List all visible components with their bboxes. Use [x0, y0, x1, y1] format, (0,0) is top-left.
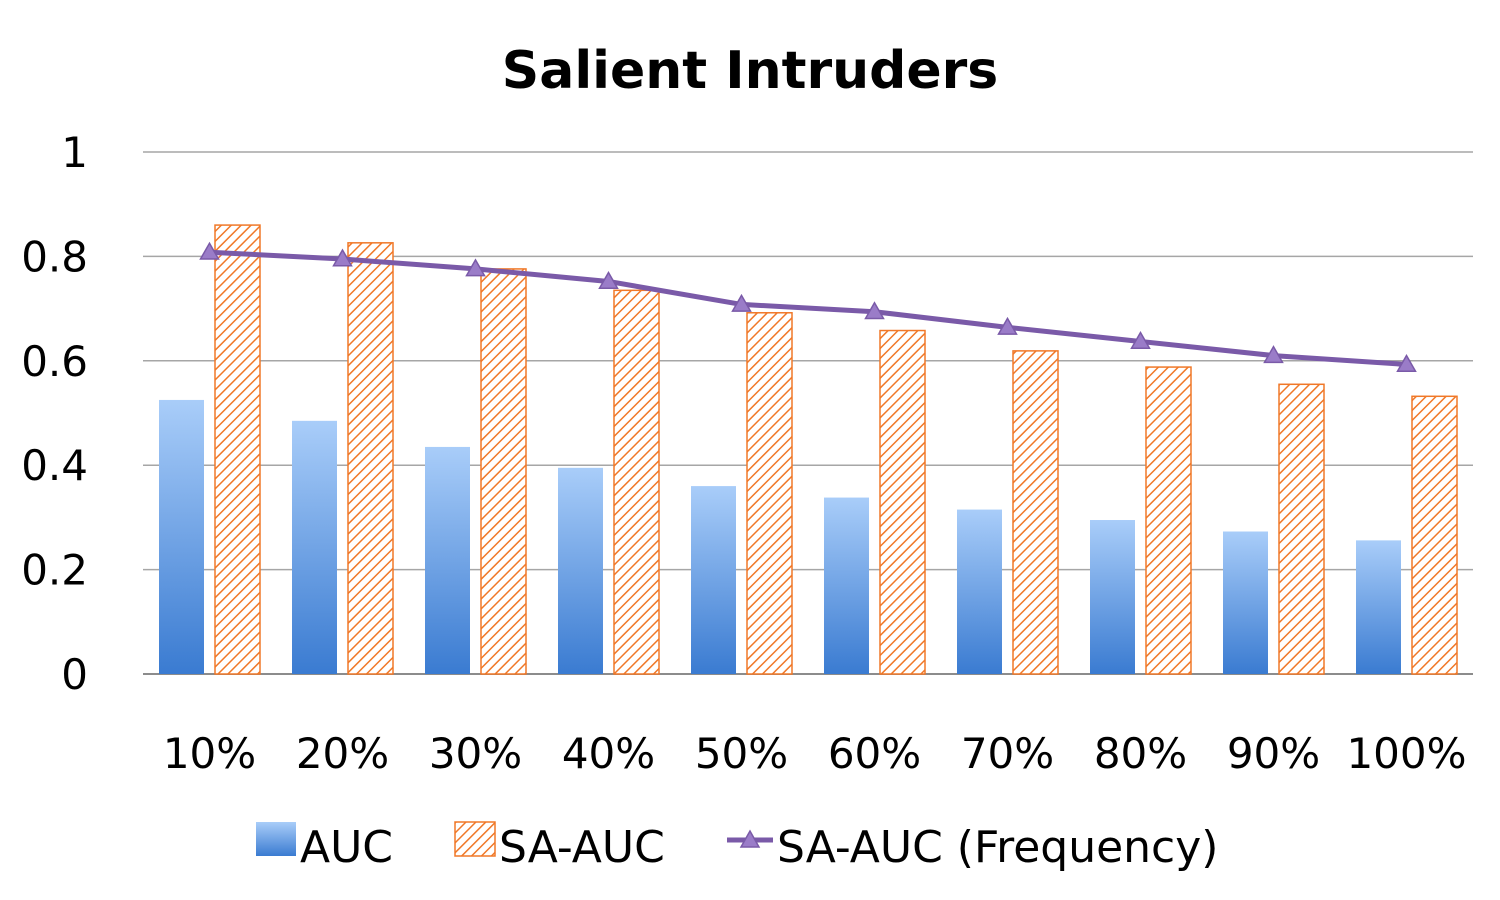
bar-sa-auc [1012, 350, 1059, 675]
bar-auc [957, 509, 1002, 674]
gridlines [143, 151, 1473, 675]
bar-sa-auc [613, 289, 660, 675]
bar-sa-auc [480, 268, 527, 675]
legend-label-auc: AUC [300, 822, 393, 873]
line-marker [332, 248, 353, 267]
frequency-line [199, 241, 1417, 372]
y-tick-label: 0.2 [21, 546, 88, 595]
bar-auc [824, 497, 869, 674]
bar-sa-auc [1145, 366, 1192, 675]
line-marker [199, 241, 220, 260]
bar-sa-auc [214, 224, 261, 675]
legend: AUC SA-AUC SA-AUC (Frequency) [256, 821, 1218, 873]
bar-auc [691, 486, 736, 674]
legend-swatch-sa-auc [454, 821, 496, 857]
y-tick-label: 0.4 [21, 441, 88, 490]
bar-sa-auc [879, 329, 926, 675]
legend-swatch-auc [256, 822, 296, 856]
legend-marker-frequency [739, 829, 761, 848]
bar-auc [425, 446, 470, 674]
x-tick-label: 60% [828, 729, 921, 778]
x-tick-label: 80% [1094, 729, 1187, 778]
bar-auc [1223, 531, 1268, 674]
y-tick-label: 0 [61, 650, 88, 699]
legend-label-sa-auc: SA-AUC [499, 822, 665, 873]
bar-sa-auc [347, 242, 394, 675]
chart-title: Salient Intruders [502, 41, 998, 101]
y-axis-ticks: 0 0.2 0.4 0.6 0.8 1 [21, 128, 88, 699]
bar-sa-auc [1411, 395, 1458, 675]
bar-auc [558, 467, 603, 674]
line-marker [1130, 330, 1151, 349]
x-tick-label: 20% [296, 729, 389, 778]
x-tick-label: 40% [562, 729, 655, 778]
bar-sa-auc [1278, 383, 1325, 675]
x-tick-label: 50% [695, 729, 788, 778]
bar-auc [1356, 540, 1401, 674]
x-tick-label: 30% [429, 729, 522, 778]
x-tick-label: 100% [1346, 729, 1466, 778]
y-tick-label: 1 [61, 128, 88, 177]
line-sa-auc-frequency [209, 249, 1407, 367]
line-marker [598, 270, 619, 289]
line-marker [465, 258, 486, 277]
bar-auc [159, 399, 204, 674]
line-marker [864, 301, 885, 320]
y-tick-label: 0.6 [21, 337, 88, 386]
bar-auc [1090, 520, 1135, 674]
x-tick-label: 10% [163, 729, 256, 778]
y-tick-label: 0.8 [21, 232, 88, 281]
line-marker [997, 316, 1018, 335]
x-tick-label: 70% [961, 729, 1054, 778]
line-marker [731, 293, 752, 312]
bars [159, 224, 1458, 675]
bar-auc [292, 420, 337, 674]
x-axis-ticks: 10% 20% 30% 40% 50% 60% 70% 80% 90% 100% [163, 729, 1467, 778]
bar-sa-auc [746, 312, 793, 675]
line-marker [1396, 353, 1417, 372]
line-marker [1263, 345, 1284, 364]
x-tick-label: 90% [1227, 729, 1320, 778]
legend-label-frequency: SA-AUC (Frequency) [777, 822, 1218, 873]
